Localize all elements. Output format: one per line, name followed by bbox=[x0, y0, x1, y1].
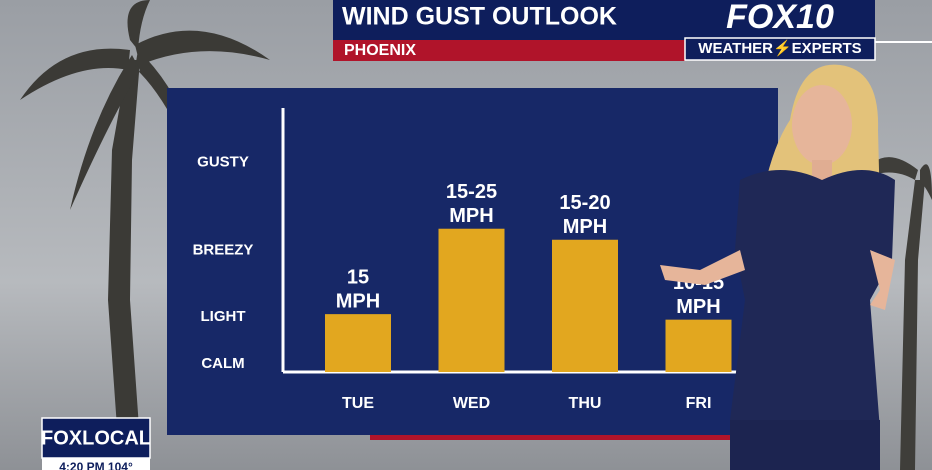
bug-status-box bbox=[42, 458, 150, 470]
bar-label: MPH bbox=[676, 296, 720, 318]
location-bar bbox=[333, 40, 685, 61]
logo-box bbox=[685, 0, 875, 38]
x-tick-label: THU bbox=[569, 395, 602, 412]
x-tick-label: WED bbox=[453, 395, 490, 412]
panel-accent bbox=[370, 435, 735, 440]
bar bbox=[325, 314, 391, 372]
bug-box bbox=[41, 417, 151, 459]
presenter bbox=[660, 64, 895, 470]
y-tick-label: GUSTY bbox=[197, 154, 249, 171]
logo: FOX10 bbox=[726, 0, 834, 36]
y-tick-label: BREEZY bbox=[193, 242, 254, 259]
tagline-box bbox=[684, 37, 876, 61]
bar-label: 15-25 bbox=[446, 181, 497, 203]
title-bar bbox=[333, 0, 685, 40]
bar-label: MPH bbox=[563, 216, 607, 238]
bar bbox=[438, 228, 505, 372]
x-tick-label: TUE bbox=[342, 395, 374, 412]
location: PHOENIX bbox=[344, 42, 416, 59]
bar-label: MPH bbox=[449, 205, 493, 227]
bug-brand: FOXLOCAL bbox=[41, 427, 151, 449]
bar-label: 15 bbox=[347, 266, 369, 288]
logo-tagline: WEATHER⚡EXPERTS bbox=[698, 39, 861, 57]
bar bbox=[665, 319, 732, 372]
bar bbox=[552, 239, 618, 372]
plot: CALMLIGHTBREEZYGUSTYTUE15MPHWED15-25MPHT… bbox=[193, 154, 732, 412]
x-tick-label: FRI bbox=[686, 395, 712, 412]
y-tick-label: LIGHT bbox=[201, 308, 246, 325]
bar-label: MPH bbox=[336, 290, 380, 312]
bug-status: 4:20 PM 104° bbox=[59, 460, 133, 470]
palm-left bbox=[20, 0, 270, 470]
title: WIND GUST OUTLOOK bbox=[342, 3, 617, 31]
y-tick-label: CALM bbox=[201, 355, 244, 372]
bar-label: 15-20 bbox=[559, 192, 610, 214]
